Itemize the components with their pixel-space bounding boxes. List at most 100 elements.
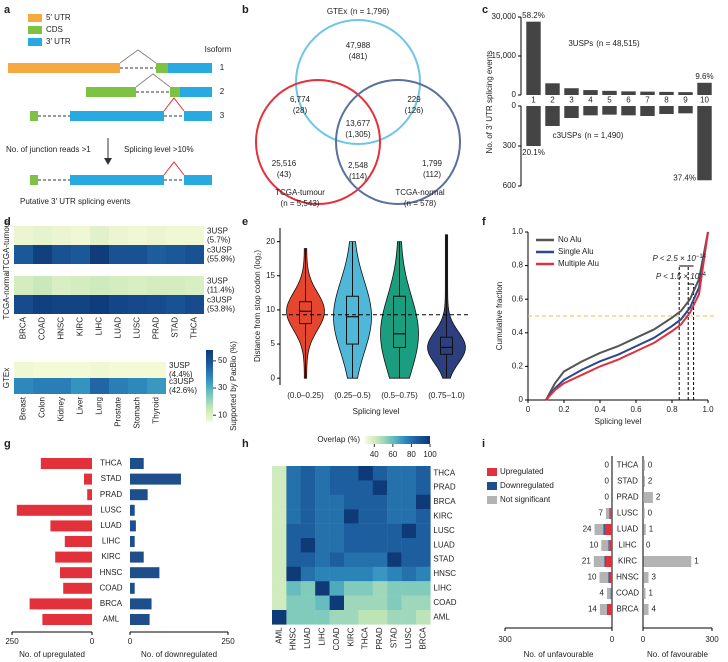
y-tick-label: 0 xyxy=(512,101,517,110)
heatmap-cell xyxy=(329,494,345,510)
box xyxy=(346,295,359,345)
x-tick-label: 9 xyxy=(683,96,688,105)
heatmap-cell xyxy=(300,595,316,611)
heatmap-cell xyxy=(387,610,402,625)
heatmap-cell xyxy=(358,538,373,553)
x-tick-label: (0.75–1.0) xyxy=(428,391,465,400)
row-label: AML xyxy=(433,612,450,621)
legend-label: 3′ UTR xyxy=(46,37,71,46)
region-subcount: (43) xyxy=(277,170,292,179)
exon xyxy=(30,111,38,121)
set-name: GTEx xyxy=(327,7,347,16)
count-label: 3 xyxy=(652,573,657,582)
y-tick-label: 0 xyxy=(271,373,276,382)
y-tick-label: 0.2 xyxy=(512,362,524,371)
heatmap-cell xyxy=(272,595,287,611)
count-label: 0 xyxy=(648,509,653,518)
heatmap-cell xyxy=(344,523,359,539)
x-tick-label: 250 xyxy=(221,637,235,646)
bar-segment xyxy=(643,604,649,615)
x-tick-label: 0 xyxy=(90,637,95,646)
bar xyxy=(678,106,693,114)
heatmap-cell xyxy=(147,245,166,264)
heatmap-cell xyxy=(14,362,33,378)
category-label: STAD xyxy=(617,477,638,486)
panel-letter: c xyxy=(482,4,488,16)
heatmap-cell xyxy=(372,523,388,539)
heatmap-cell xyxy=(128,245,147,264)
heatmap-cell xyxy=(401,566,417,582)
x-tick-label: 0 xyxy=(526,405,531,414)
row-label: c3USP xyxy=(169,377,194,386)
x-tick-label: 0 xyxy=(641,635,646,644)
bar-segment xyxy=(643,508,644,519)
legend-label: CDS xyxy=(46,25,63,34)
bar xyxy=(621,106,636,116)
heatmap-cell xyxy=(71,362,90,378)
bar xyxy=(16,504,92,516)
box xyxy=(393,295,406,348)
row-label: 3USP xyxy=(207,277,228,286)
exon xyxy=(168,63,212,73)
bar xyxy=(640,106,655,116)
heatmap-cell xyxy=(33,226,52,245)
count-label: 1 xyxy=(649,525,654,534)
heatmap-cell xyxy=(272,494,287,510)
x-axis-label: Splicing level xyxy=(353,407,400,416)
heatmap-cell xyxy=(372,538,388,553)
row-label: 3USP xyxy=(207,227,228,236)
bar xyxy=(564,88,579,95)
heatmap-cell xyxy=(71,226,90,245)
region-subcount: (112) xyxy=(423,170,441,179)
bar xyxy=(130,489,148,501)
line xyxy=(545,231,709,401)
heatmap-cell xyxy=(401,552,417,567)
bar-segment xyxy=(644,556,692,567)
heatmap-cell xyxy=(109,378,128,394)
count-label: 0 xyxy=(605,461,610,470)
y-tick-label: 0.4 xyxy=(512,328,524,337)
bar-segment xyxy=(605,556,612,567)
bar-segment xyxy=(643,588,646,599)
region-subcount: (114) xyxy=(349,172,367,181)
y-tick-label: 0 xyxy=(519,395,524,404)
heatmap-cell xyxy=(14,378,33,394)
count-label: 1 xyxy=(694,557,699,566)
bar-segment xyxy=(609,540,612,551)
venn-set xyxy=(335,79,461,205)
category-label: LUAD xyxy=(100,521,122,530)
box xyxy=(440,336,453,355)
count-label: 14 xyxy=(588,605,597,614)
bar-segment xyxy=(643,524,646,535)
count-label: 0 xyxy=(605,477,610,486)
result-label: Putative 3′ UTR splicing events xyxy=(20,197,130,206)
heatmap-cell xyxy=(272,480,287,495)
heatmap-cell xyxy=(401,494,417,510)
exon xyxy=(170,87,180,97)
heatmap-cell xyxy=(128,378,147,394)
heatmap-cell xyxy=(272,581,287,596)
column-label: COAD xyxy=(38,317,47,340)
y-axis-label: No. of 3′ UTR splicing events xyxy=(485,51,494,154)
row-label: c3USP xyxy=(207,296,232,305)
heatmap-cell xyxy=(71,295,90,314)
heatmap-cell xyxy=(416,595,431,611)
category-label: LIHC xyxy=(102,537,120,546)
category-label: STAD xyxy=(101,474,122,483)
venn-set xyxy=(255,79,381,205)
bar xyxy=(130,567,160,579)
bar xyxy=(640,91,655,95)
bar-segment xyxy=(609,572,612,583)
column-label: STAD xyxy=(171,317,180,338)
heatmap-cell xyxy=(14,245,33,264)
colorbar-tick-label: 30 xyxy=(218,383,227,392)
bar-note: 9.6% xyxy=(695,72,713,81)
bar xyxy=(602,106,617,115)
bar xyxy=(84,473,92,485)
heatmap-cell xyxy=(128,295,147,314)
heatmap-cell xyxy=(272,538,287,553)
panel-letter: d xyxy=(4,216,11,228)
heatmap-cell xyxy=(300,480,316,495)
bar xyxy=(29,598,93,610)
heatmap-cell xyxy=(344,494,359,510)
